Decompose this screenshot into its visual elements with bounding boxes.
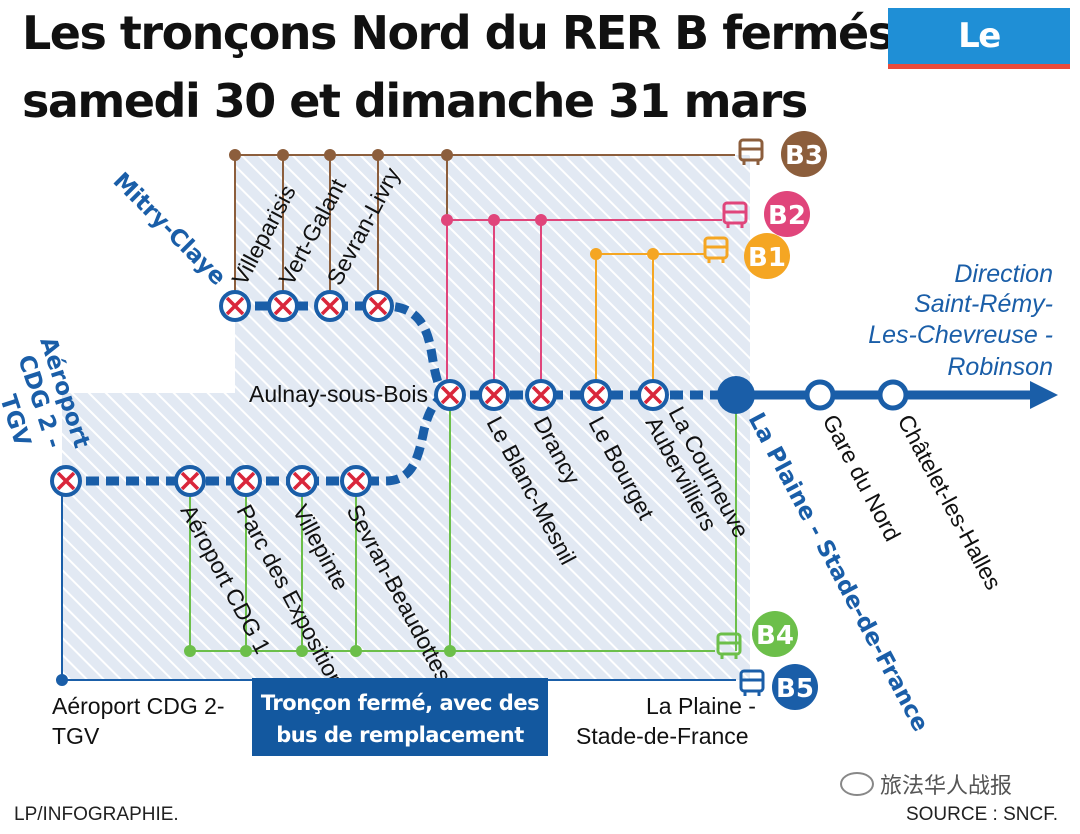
label-plaine-bottom-2: Stade-de-France: [576, 723, 749, 749]
closed-station-marker: [314, 290, 346, 322]
label-chatelet: Châtelet-les-Halles: [893, 410, 1007, 594]
closed-station-marker: [230, 465, 262, 497]
closed-station-marker: [174, 465, 206, 497]
badge-b2-label: B2: [768, 201, 806, 231]
watermark: 旅法华人战报: [840, 768, 1012, 800]
badge-b5-label: B5: [776, 674, 814, 704]
closed-station-marker: [434, 379, 466, 411]
closed-station-marker: [219, 290, 251, 322]
station-chatelet: [877, 379, 909, 411]
station-gare-du-nord: [804, 379, 836, 411]
le-parisien-logo: Le Parisien: [888, 8, 1070, 112]
closed-stations: [50, 290, 669, 497]
legend-line-2: bus de remplacement: [276, 723, 524, 747]
closed-station-marker: [362, 290, 394, 322]
title-line-2: samedi 30 et dimanche 31 mars: [22, 74, 808, 128]
closed-station-marker: [580, 379, 612, 411]
badge-b2: [764, 191, 810, 237]
label-plaine-bottom-1: La Plaine -: [646, 693, 756, 719]
direction-line-3: Les-Chevreuse -: [868, 321, 1053, 349]
closed-station-marker: [637, 379, 669, 411]
label-gare-du-nord: Gare du Nord: [818, 410, 906, 545]
closed-station-marker: [267, 290, 299, 322]
watermark-text: 旅法华人战报: [880, 773, 1013, 798]
badge-b4-label: B4: [756, 621, 794, 651]
logo-underline: [888, 64, 1070, 69]
direction-line-4: Robinson: [947, 353, 1053, 381]
closed-station-marker: [525, 379, 557, 411]
direction-arrow: [1030, 381, 1058, 409]
badge-b5: [772, 664, 818, 710]
direction-line-1: Direction: [954, 260, 1053, 288]
closed-station-marker: [478, 379, 510, 411]
legend-line-1: Tronçon fermé, avec des: [261, 691, 539, 715]
label-cdg-bottom-2: TGV: [52, 723, 100, 749]
bus-line-b2: [441, 214, 722, 395]
badge-b4: [752, 611, 798, 657]
bus-line-b3: [229, 149, 735, 395]
badge-b3: [781, 131, 827, 177]
wechat-icon: [840, 772, 874, 796]
label-aulnay: Aulnay-sous-Bois: [249, 381, 428, 407]
direction-line-2: Saint-Rémy-: [914, 290, 1053, 318]
badge-b1-label: B1: [748, 243, 786, 273]
title-line-1: Les tronçons Nord du RER B fermés: [22, 6, 895, 60]
credit: LP/INFOGRAPHIE.: [14, 804, 179, 825]
label-cdg-bottom-1: Aéroport CDG 2-: [52, 693, 225, 719]
bus-line-b4: [184, 395, 737, 657]
badge-b3-label: B3: [785, 141, 823, 171]
closed-station-marker: [50, 465, 82, 497]
station-la-plaine-hub: [717, 376, 755, 414]
closed-station-marker: [340, 465, 372, 497]
source: SOURCE : SNCF.: [905, 804, 1058, 825]
closed-zone: [62, 155, 750, 680]
closed-station-marker: [286, 465, 318, 497]
bus-line-b1: [590, 248, 705, 395]
bus-icon: [738, 138, 764, 167]
badge-b1: [744, 233, 790, 279]
branch-mitry-claye: Mitry-Claye: [108, 168, 231, 291]
legend-box: [252, 678, 548, 756]
